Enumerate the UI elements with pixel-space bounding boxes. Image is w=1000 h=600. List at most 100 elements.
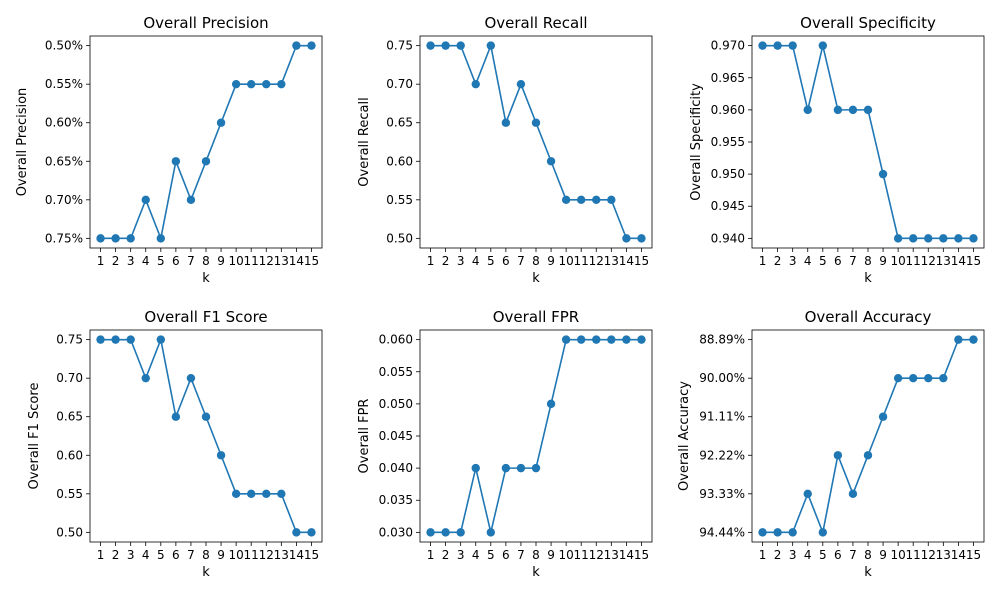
- x-tick-label: 5: [819, 254, 827, 268]
- data-point: [818, 528, 828, 537]
- axes-frame: [751, 35, 985, 249]
- x-tick-label: 3: [789, 548, 797, 562]
- data-point: [637, 234, 646, 243]
- x-tick-label: 4: [804, 254, 812, 268]
- x-tick-label: 6: [834, 254, 842, 268]
- data-point: [141, 373, 150, 383]
- data-point: [863, 451, 873, 460]
- x-tick-label: 15: [634, 548, 649, 562]
- data-point: [426, 41, 435, 50]
- data-point: [878, 169, 888, 179]
- data-point: [546, 157, 556, 166]
- data-point: [307, 41, 316, 50]
- x-tick-label: 9: [217, 548, 225, 562]
- data-point: [516, 79, 526, 89]
- y-tick-label: 0.050: [379, 397, 413, 411]
- x-tick-label: 8: [202, 254, 210, 268]
- data-point: [292, 528, 301, 537]
- x-tick-label: 10: [228, 548, 243, 562]
- data-point: [878, 412, 888, 421]
- data-point: [277, 489, 286, 499]
- data-point: [788, 528, 797, 537]
- x-tick-label: 4: [804, 548, 812, 562]
- x-tick-label: 15: [966, 548, 981, 562]
- x-tick-label: 5: [487, 548, 495, 562]
- y-tick-label: 0.955: [711, 135, 745, 149]
- y-axis-label: Overall FPR: [357, 399, 372, 474]
- data-point: [637, 335, 646, 344]
- y-tick-label: 0.950: [711, 167, 745, 181]
- y-tick-label: 0.55%: [45, 77, 83, 91]
- data-point: [141, 195, 150, 205]
- subplot-5: 1 2 3 4 5 6 7 8 9 10 11 12 13 14 150.0600.0550.0500.04…: [357, 308, 653, 580]
- series-line: [100, 336, 312, 534]
- x-tick-label: 15: [634, 254, 649, 268]
- x-tick-label: 8: [202, 548, 210, 562]
- data-point: [954, 335, 963, 344]
- x-tick-label: 3: [789, 254, 797, 268]
- data-point: [111, 335, 120, 344]
- y-tick-label: 0.040: [379, 461, 413, 475]
- data-point: [186, 373, 196, 383]
- x-tick-label: 7: [517, 548, 525, 562]
- subplot-1: 1 2 3 4 5 6 7 8 9 10 11 12 13 14 150.50%0.55%0.60%0.65…: [15, 14, 323, 286]
- x-tick-label: 9: [879, 254, 887, 268]
- series-line: [430, 42, 642, 240]
- data-point: [516, 463, 526, 473]
- x-tick-label: 13: [604, 254, 619, 268]
- y-axis-label: Overall Recall: [357, 97, 372, 186]
- series-line: [762, 44, 974, 240]
- y-tick-label: 0.940: [711, 231, 745, 245]
- x-tick-label: 2: [442, 254, 450, 268]
- y-tick-label: 91.11%: [699, 410, 745, 424]
- x-tick-label: 1: [97, 548, 105, 562]
- data-point: [262, 79, 271, 89]
- x-tick-label: 2: [112, 548, 120, 562]
- data-point: [848, 105, 858, 115]
- y-tick-label: 0.045: [379, 429, 413, 443]
- x-tick-label: 1: [427, 548, 435, 562]
- y-tick-label: 0.50: [56, 525, 83, 539]
- data-point: [833, 451, 843, 460]
- x-tick-label: 8: [532, 548, 540, 562]
- y-tick-label: 0.60: [56, 448, 83, 462]
- x-tick-label: 12: [259, 548, 274, 562]
- series-line: [100, 44, 312, 242]
- data-point: [111, 234, 120, 243]
- y-tick-label: 88.89%: [699, 333, 745, 347]
- x-axis-label: k: [202, 271, 210, 286]
- x-tick-label: 10: [890, 548, 905, 562]
- data-point: [201, 412, 211, 421]
- x-tick-label: 12: [921, 548, 936, 562]
- data-point: [803, 105, 812, 115]
- x-tick-label: 6: [172, 548, 180, 562]
- y-tick-label: 0.50: [386, 231, 413, 245]
- x-tick-label: 6: [172, 254, 180, 268]
- data-point: [607, 195, 616, 205]
- data-point: [622, 234, 631, 243]
- x-tick-label: 7: [187, 254, 195, 268]
- data-point: [803, 489, 812, 499]
- data-point: [292, 41, 301, 50]
- subplot-4: 1 2 3 4 5 6 7 8 9 10 11 12 13 14 150.750.700.650.600.5…: [27, 308, 323, 580]
- data-point: [171, 412, 181, 421]
- x-tick-label: 11: [574, 548, 589, 562]
- x-tick-label: 4: [472, 254, 480, 268]
- data-point: [156, 335, 166, 344]
- y-tick-label: 0.70%: [45, 193, 83, 207]
- subplot-3: 1 2 3 4 5 6 7 8 9 10 11 12 13 14 150.9700.9650.9600.95…: [689, 14, 985, 286]
- data-point: [426, 528, 435, 537]
- x-tick-label: 3: [127, 548, 135, 562]
- data-point: [126, 335, 135, 344]
- y-tick-label: 0.60: [386, 154, 413, 168]
- data-point: [924, 234, 933, 243]
- data-point: [893, 234, 903, 243]
- data-point: [216, 118, 226, 127]
- data-point: [622, 335, 631, 344]
- data-point: [441, 528, 450, 537]
- x-tick-label: 7: [849, 548, 857, 562]
- data-point: [758, 528, 767, 537]
- x-axis-label: k: [532, 565, 540, 580]
- x-tick-label: 9: [547, 548, 555, 562]
- x-tick-label: 1: [759, 254, 767, 268]
